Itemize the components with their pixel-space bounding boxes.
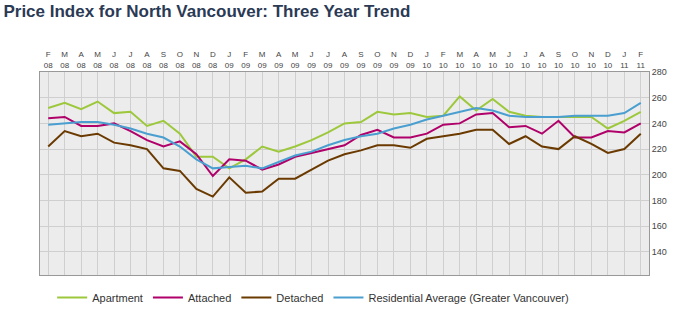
svg-text:A08: A08 xyxy=(77,50,86,69)
svg-text:N08: N08 xyxy=(192,50,201,69)
svg-text:A09: A09 xyxy=(340,50,349,69)
svg-text:D09: D09 xyxy=(406,50,415,69)
svg-text:280: 280 xyxy=(652,67,667,77)
svg-text:J09: J09 xyxy=(307,50,316,69)
svg-text:N10: N10 xyxy=(587,50,596,69)
svg-text:A09: A09 xyxy=(274,50,283,69)
svg-text:O08: O08 xyxy=(175,50,184,69)
svg-text:O09: O09 xyxy=(373,50,382,69)
svg-text:Detached: Detached xyxy=(276,292,323,304)
svg-text:J08: J08 xyxy=(110,50,119,69)
svg-text:J10: J10 xyxy=(521,50,530,69)
svg-text:M09: M09 xyxy=(291,50,300,69)
svg-text:D08: D08 xyxy=(208,50,217,69)
svg-text:M10: M10 xyxy=(488,50,497,69)
svg-text:A10: A10 xyxy=(472,50,481,69)
svg-text:S09: S09 xyxy=(357,50,366,69)
svg-text:O10: O10 xyxy=(570,50,579,69)
svg-text:220: 220 xyxy=(652,144,667,154)
svg-text:Residential Average (Greater V: Residential Average (Greater Vancouver) xyxy=(368,292,568,304)
svg-text:Attached: Attached xyxy=(188,292,231,304)
svg-text:D10: D10 xyxy=(603,50,612,69)
svg-text:F11: F11 xyxy=(637,50,646,69)
svg-text:S08: S08 xyxy=(159,50,168,69)
svg-text:F10: F10 xyxy=(439,50,448,69)
svg-text:J08: J08 xyxy=(126,50,135,69)
svg-text:A08: A08 xyxy=(143,50,152,69)
svg-text:J11: J11 xyxy=(620,50,629,69)
svg-text:260: 260 xyxy=(652,93,667,103)
svg-text:J09: J09 xyxy=(324,50,333,69)
svg-text:S10: S10 xyxy=(554,50,563,69)
svg-text:M08: M08 xyxy=(93,50,102,69)
svg-text:M09: M09 xyxy=(258,50,267,69)
svg-text:F09: F09 xyxy=(241,50,250,69)
svg-text:Price Index for North Vancouve: Price Index for North Vancouver: Three Y… xyxy=(3,2,410,21)
svg-text:F08: F08 xyxy=(44,50,53,69)
svg-text:M10: M10 xyxy=(455,50,464,69)
svg-text:Apartment: Apartment xyxy=(92,292,143,304)
svg-text:180: 180 xyxy=(652,196,667,206)
svg-text:J09: J09 xyxy=(225,50,234,69)
svg-text:J10: J10 xyxy=(505,50,514,69)
svg-text:200: 200 xyxy=(652,170,667,180)
svg-text:J10: J10 xyxy=(422,50,431,69)
svg-text:140: 140 xyxy=(652,247,667,257)
svg-text:A10: A10 xyxy=(538,50,547,69)
svg-text:160: 160 xyxy=(652,221,667,231)
svg-text:240: 240 xyxy=(652,119,667,129)
svg-text:M08: M08 xyxy=(60,50,69,69)
svg-text:N09: N09 xyxy=(389,50,398,69)
